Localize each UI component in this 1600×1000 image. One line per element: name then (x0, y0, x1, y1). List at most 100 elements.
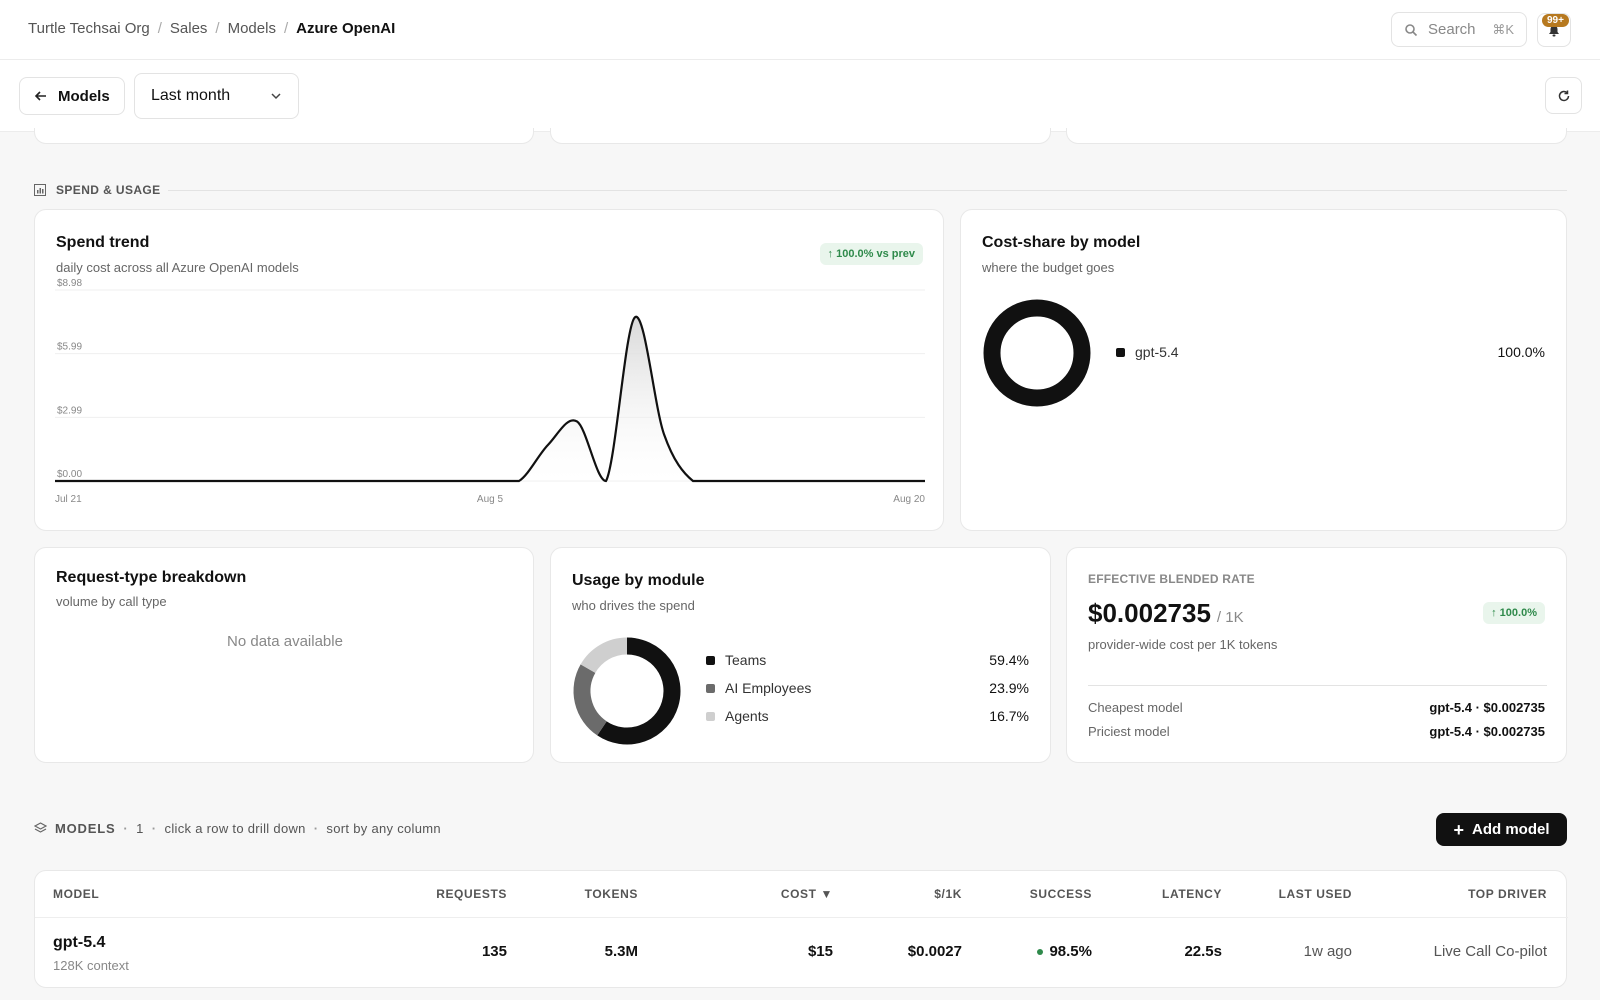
scrolled-card-bottom (1066, 128, 1567, 144)
models-section-header: MODELS · 1 · click a row to drill down ·… (34, 821, 441, 836)
breadcrumb-separator: / (283, 20, 289, 37)
spend-line (54, 316, 925, 483)
models-hint-drill: click a row to drill down (164, 821, 306, 836)
cost-share-donut (983, 299, 1091, 407)
refresh-icon (1558, 90, 1569, 101)
breadcrumb-separator: / (157, 20, 162, 37)
column-header-tokens[interactable]: TOKENS (584, 887, 638, 901)
bell-icon (1549, 25, 1559, 37)
legend-label: AI Employees (725, 680, 812, 696)
models-title: MODELS (55, 821, 116, 836)
row-requests: 135 (481, 943, 507, 960)
row-top-driver: Live Call Co-pilot (1433, 943, 1547, 960)
add-model-button[interactable]: + Add model (1436, 813, 1567, 846)
toolbar: Models Last month (0, 60, 1600, 132)
legend-percent: 23.9% (989, 680, 1029, 696)
row-cost: $15 (807, 943, 833, 960)
back-to-models-button[interactable]: Models (19, 77, 125, 115)
column-header-success[interactable]: SUCCESS (1029, 887, 1092, 901)
legend-item: AI Employees (706, 680, 811, 696)
donut-slice (983, 299, 1091, 407)
cheapest-value: gpt-5.4 · $0.002735 (1429, 700, 1545, 715)
divider (168, 190, 1567, 191)
period-select[interactable]: Last month (134, 73, 299, 119)
divider (1088, 685, 1547, 686)
donut-slice (573, 664, 608, 736)
blended-rate-card: EFFECTIVE BLENDED RATE $0.002735 / 1K ↑ … (1066, 547, 1567, 763)
scrolled-card-bottom (550, 128, 1051, 144)
legend-item: gpt-5.4 (1116, 344, 1179, 360)
rate-subtitle: provider-wide cost per 1K tokens (1088, 637, 1278, 652)
column-header-per1k[interactable]: $/1K (934, 887, 962, 901)
donut-slice (597, 637, 681, 745)
rate-value: $0.002735 (1088, 598, 1211, 628)
chart-icon (34, 184, 46, 196)
column-header-cost[interactable]: COST ▼ (780, 887, 833, 901)
breadcrumb-separator: / (215, 20, 220, 37)
models-table (34, 870, 1568, 988)
notification-badge: 99+ (1542, 14, 1569, 27)
plus-icon: + (1453, 819, 1464, 840)
legend-swatch (706, 711, 715, 721)
breadcrumb: Turtle Techsai Org / Sales / Models / Az… (28, 20, 395, 37)
success-status-dot (1037, 949, 1044, 956)
usage-module-donut (573, 637, 681, 745)
rate-unit: / 1K (1216, 609, 1244, 626)
table-header-divider (35, 917, 1568, 918)
bullet: · (123, 821, 129, 836)
cheapest-label: Cheapest model (1088, 700, 1183, 715)
row-success: 98.5% (992, 943, 1092, 960)
legend-item: Teams (706, 652, 766, 668)
trend-delta-badge: ↑ 100.0% vs prev (819, 243, 923, 265)
legend-percent: 16.7% (989, 708, 1029, 724)
column-header-last-used[interactable]: LAST USED (1278, 887, 1352, 901)
card-subtitle: where the budget goes (982, 260, 1115, 275)
column-header-requests[interactable]: REQUESTS (436, 887, 507, 901)
rate-delta-badge: ↑ 100.0% (1483, 602, 1545, 624)
top-bar: Turtle Techsai Org / Sales / Models / Az… (0, 0, 1600, 60)
layers-icon (34, 822, 47, 833)
rate-value-row: $0.002735 / 1K (1088, 598, 1244, 629)
empty-state: No data available (227, 633, 343, 650)
row-success-value: 98.5% (1049, 943, 1092, 960)
breadcrumb-current: Azure OpenAI (296, 20, 396, 37)
breadcrumb-sales[interactable]: Sales (169, 20, 208, 37)
column-header-latency[interactable]: LATENCY (1162, 887, 1222, 901)
priciest-value: gpt-5.4 · $0.002735 (1429, 724, 1545, 739)
section-title: SPEND & USAGE (56, 183, 161, 197)
row-latency: 22.5s (1184, 943, 1222, 960)
row-last-used: 1w ago (1303, 943, 1352, 960)
period-value: Last month (151, 87, 231, 104)
cost-share-card: Cost-share by model where the budget goe… (960, 209, 1567, 531)
y-tick-label: $0.00 (57, 469, 82, 480)
card-title: Cost-share by model (982, 234, 1141, 251)
breadcrumb-org[interactable]: Turtle Techsai Org (28, 20, 150, 37)
legend-label: gpt-5.4 (1135, 344, 1179, 360)
models-count: 1 (136, 821, 144, 836)
card-subtitle: daily cost across all Azure OpenAI model… (56, 260, 299, 275)
legend-label: Teams (725, 652, 767, 668)
search-label: Search (1428, 21, 1476, 38)
bullet: · (313, 821, 319, 836)
legend-swatch (1116, 347, 1125, 357)
spend-trend-card: Spend trend daily cost across all Azure … (34, 209, 944, 531)
bullet: · (151, 821, 157, 836)
breadcrumb-models[interactable]: Models (227, 20, 276, 37)
column-header-top-driver[interactable]: TOP DRIVER (1468, 887, 1547, 901)
models-hint-sort: sort by any column (326, 821, 441, 836)
legend-percent: 59.4% (989, 652, 1029, 668)
column-header-model[interactable]: MODEL (53, 887, 100, 901)
search-button[interactable]: Search ⌘K (1391, 12, 1527, 47)
refresh-button[interactable] (1545, 77, 1582, 114)
search-shortcut: ⌘K (1492, 21, 1514, 37)
card-title: Usage by module (572, 572, 705, 589)
x-tick-label: Aug 5 (477, 494, 504, 505)
card-subtitle: who drives the spend (572, 598, 695, 613)
legend-swatch (706, 655, 715, 665)
card-title: Spend trend (56, 234, 150, 251)
spend-usage-header: SPEND & USAGE (34, 183, 161, 197)
add-model-label: Add model (1472, 821, 1550, 838)
y-tick-label: $5.99 (57, 342, 82, 353)
legend-percent: 100.0% (1497, 344, 1545, 360)
donut-slice (580, 637, 628, 674)
